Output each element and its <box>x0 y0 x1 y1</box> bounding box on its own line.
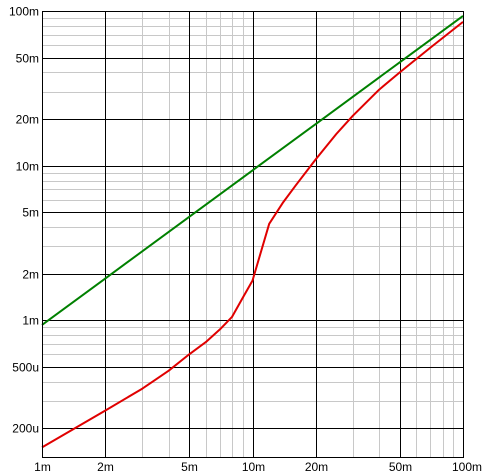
x-tick-label: 1m <box>34 460 51 474</box>
series-line-2 <box>41 21 464 449</box>
y-tick-label: 50m <box>16 52 39 66</box>
x-tick-label: 20m <box>305 460 328 474</box>
x-tick-label: 5m <box>181 460 198 474</box>
x-axis-tick-labels: 1m 2m 5m 10m 20m 50m 100m <box>34 460 482 474</box>
minor-grid <box>42 11 463 457</box>
series-layer <box>41 15 464 449</box>
y-tick-label: 1m <box>22 314 39 328</box>
y-tick-label: 500u <box>12 361 39 375</box>
y-tick-label: 5m <box>22 206 39 220</box>
series-line-1 <box>41 15 464 326</box>
plot-frame <box>42 11 464 458</box>
y-axis-tick-labels: 100m 50m 20m 10m 5m 2m 1m 500u 200u <box>9 5 39 436</box>
x-tick-label: 2m <box>97 460 114 474</box>
y-tick-label: 100m <box>9 5 39 19</box>
y-tick-label: 20m <box>16 113 39 127</box>
y-tick-label: 10m <box>16 160 39 174</box>
major-grid <box>42 11 464 457</box>
y-tick-label: 200u <box>12 422 39 436</box>
x-tick-label: 10m <box>242 460 265 474</box>
x-tick-label: 100m <box>452 460 482 474</box>
x-tick-label: 50m <box>389 460 412 474</box>
y-tick-label: 2m <box>22 268 39 282</box>
